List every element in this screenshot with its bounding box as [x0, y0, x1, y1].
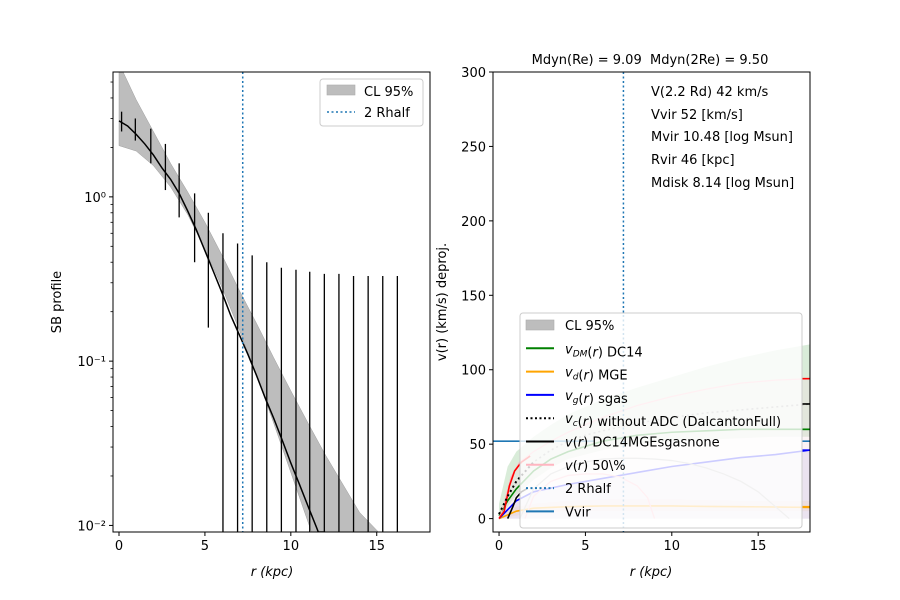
legend-label: vg(r) sgas — [565, 389, 628, 407]
x-tick-label: 10 — [283, 539, 300, 554]
left-legend: CL 95% 2 Rhalf — [319, 78, 424, 127]
x-tick-label: 5 — [201, 539, 209, 554]
right-legend: CL 95% vDM(r) DC14 vd(r) MGE vg(r) sgas vc(r… — [519, 312, 803, 529]
right-xlabel: r (kpc) — [630, 565, 673, 580]
legend-patch-cl95 — [326, 84, 356, 96]
right-title: Mdyn(Re) = 9.09 Mdyn(2Re) = 9.50 — [532, 53, 769, 68]
y-tick-label: 0 — [478, 513, 486, 528]
left-xlabel: r (kpc) — [251, 565, 294, 580]
y-tick-label: 200 — [461, 215, 486, 230]
annotations: V(2.2 Rd) 42 km/s Vvir 52 [km/s] Mvir 10… — [651, 85, 794, 191]
y-tick-label: 10⁻² — [77, 519, 106, 534]
legend-label: vDM(r) DC14 — [565, 342, 643, 360]
right-legend-box — [519, 312, 803, 529]
x-tick-label: 15 — [750, 539, 767, 554]
y-tick-label: 10⁻¹ — [77, 355, 106, 370]
legend-label: vc(r) without ADC (DalcantonFull) — [565, 412, 781, 430]
x-tick-label: 0 — [495, 539, 503, 554]
legend-label: v(r) DC14MGEsgasnone — [565, 436, 720, 451]
left-axes-frame — [112, 71, 431, 533]
x-tick-label: 0 — [115, 539, 123, 554]
y-tick-label: 100 — [461, 364, 486, 379]
y-tick-label: 150 — [461, 289, 486, 304]
right-axes-frame — [492, 71, 811, 533]
legend-label-2rhalf: 2 Rhalf — [364, 106, 410, 121]
y-tick-label: 10⁰ — [84, 191, 106, 206]
annotation-mdisk: Mdisk 8.14 [log Msun] — [651, 176, 794, 191]
left-plot-area — [118, 72, 399, 532]
legend-label: vd(r) MGE — [565, 366, 628, 384]
legend-label: v(r) 50\% — [565, 459, 626, 474]
annotation-rvir: Rvir 46 [kpc] — [651, 153, 735, 168]
legend-label-cl95: CL 95% — [364, 85, 413, 100]
annotation-vvir: Vvir 52 [km/s] — [651, 108, 743, 123]
y-tick-label: 300 — [461, 66, 486, 81]
sb-model-curve — [118, 120, 326, 532]
annotation-mvir: Mvir 10.48 [log Msun] — [651, 130, 793, 145]
left-ylabel: SB profile — [50, 271, 65, 333]
legend-label: Vvir — [565, 505, 591, 520]
x-tick-label: 15 — [368, 539, 385, 554]
x-tick-label: 5 — [581, 539, 589, 554]
annotation-v22rd: V(2.2 Rd) 42 km/s — [651, 85, 769, 100]
legend-patch — [525, 319, 555, 331]
y-tick-label: 50 — [469, 438, 486, 453]
right-ylabel: v(r) (km/s) deproj. — [435, 243, 450, 361]
legend-label: 2 Rhalf — [565, 482, 611, 497]
y-tick-label: 250 — [461, 140, 486, 155]
left-panel: 0 5 10 15 10⁰ 10⁻¹ 10⁻² r (kpc) SB profile CL … — [50, 71, 431, 580]
left-ticks: 0 5 10 15 10⁰ 10⁻¹ 10⁻² — [77, 81, 385, 554]
legend-label: CL 95% — [565, 319, 614, 334]
cl95-band — [118, 72, 381, 532]
x-tick-label: 10 — [664, 539, 681, 554]
